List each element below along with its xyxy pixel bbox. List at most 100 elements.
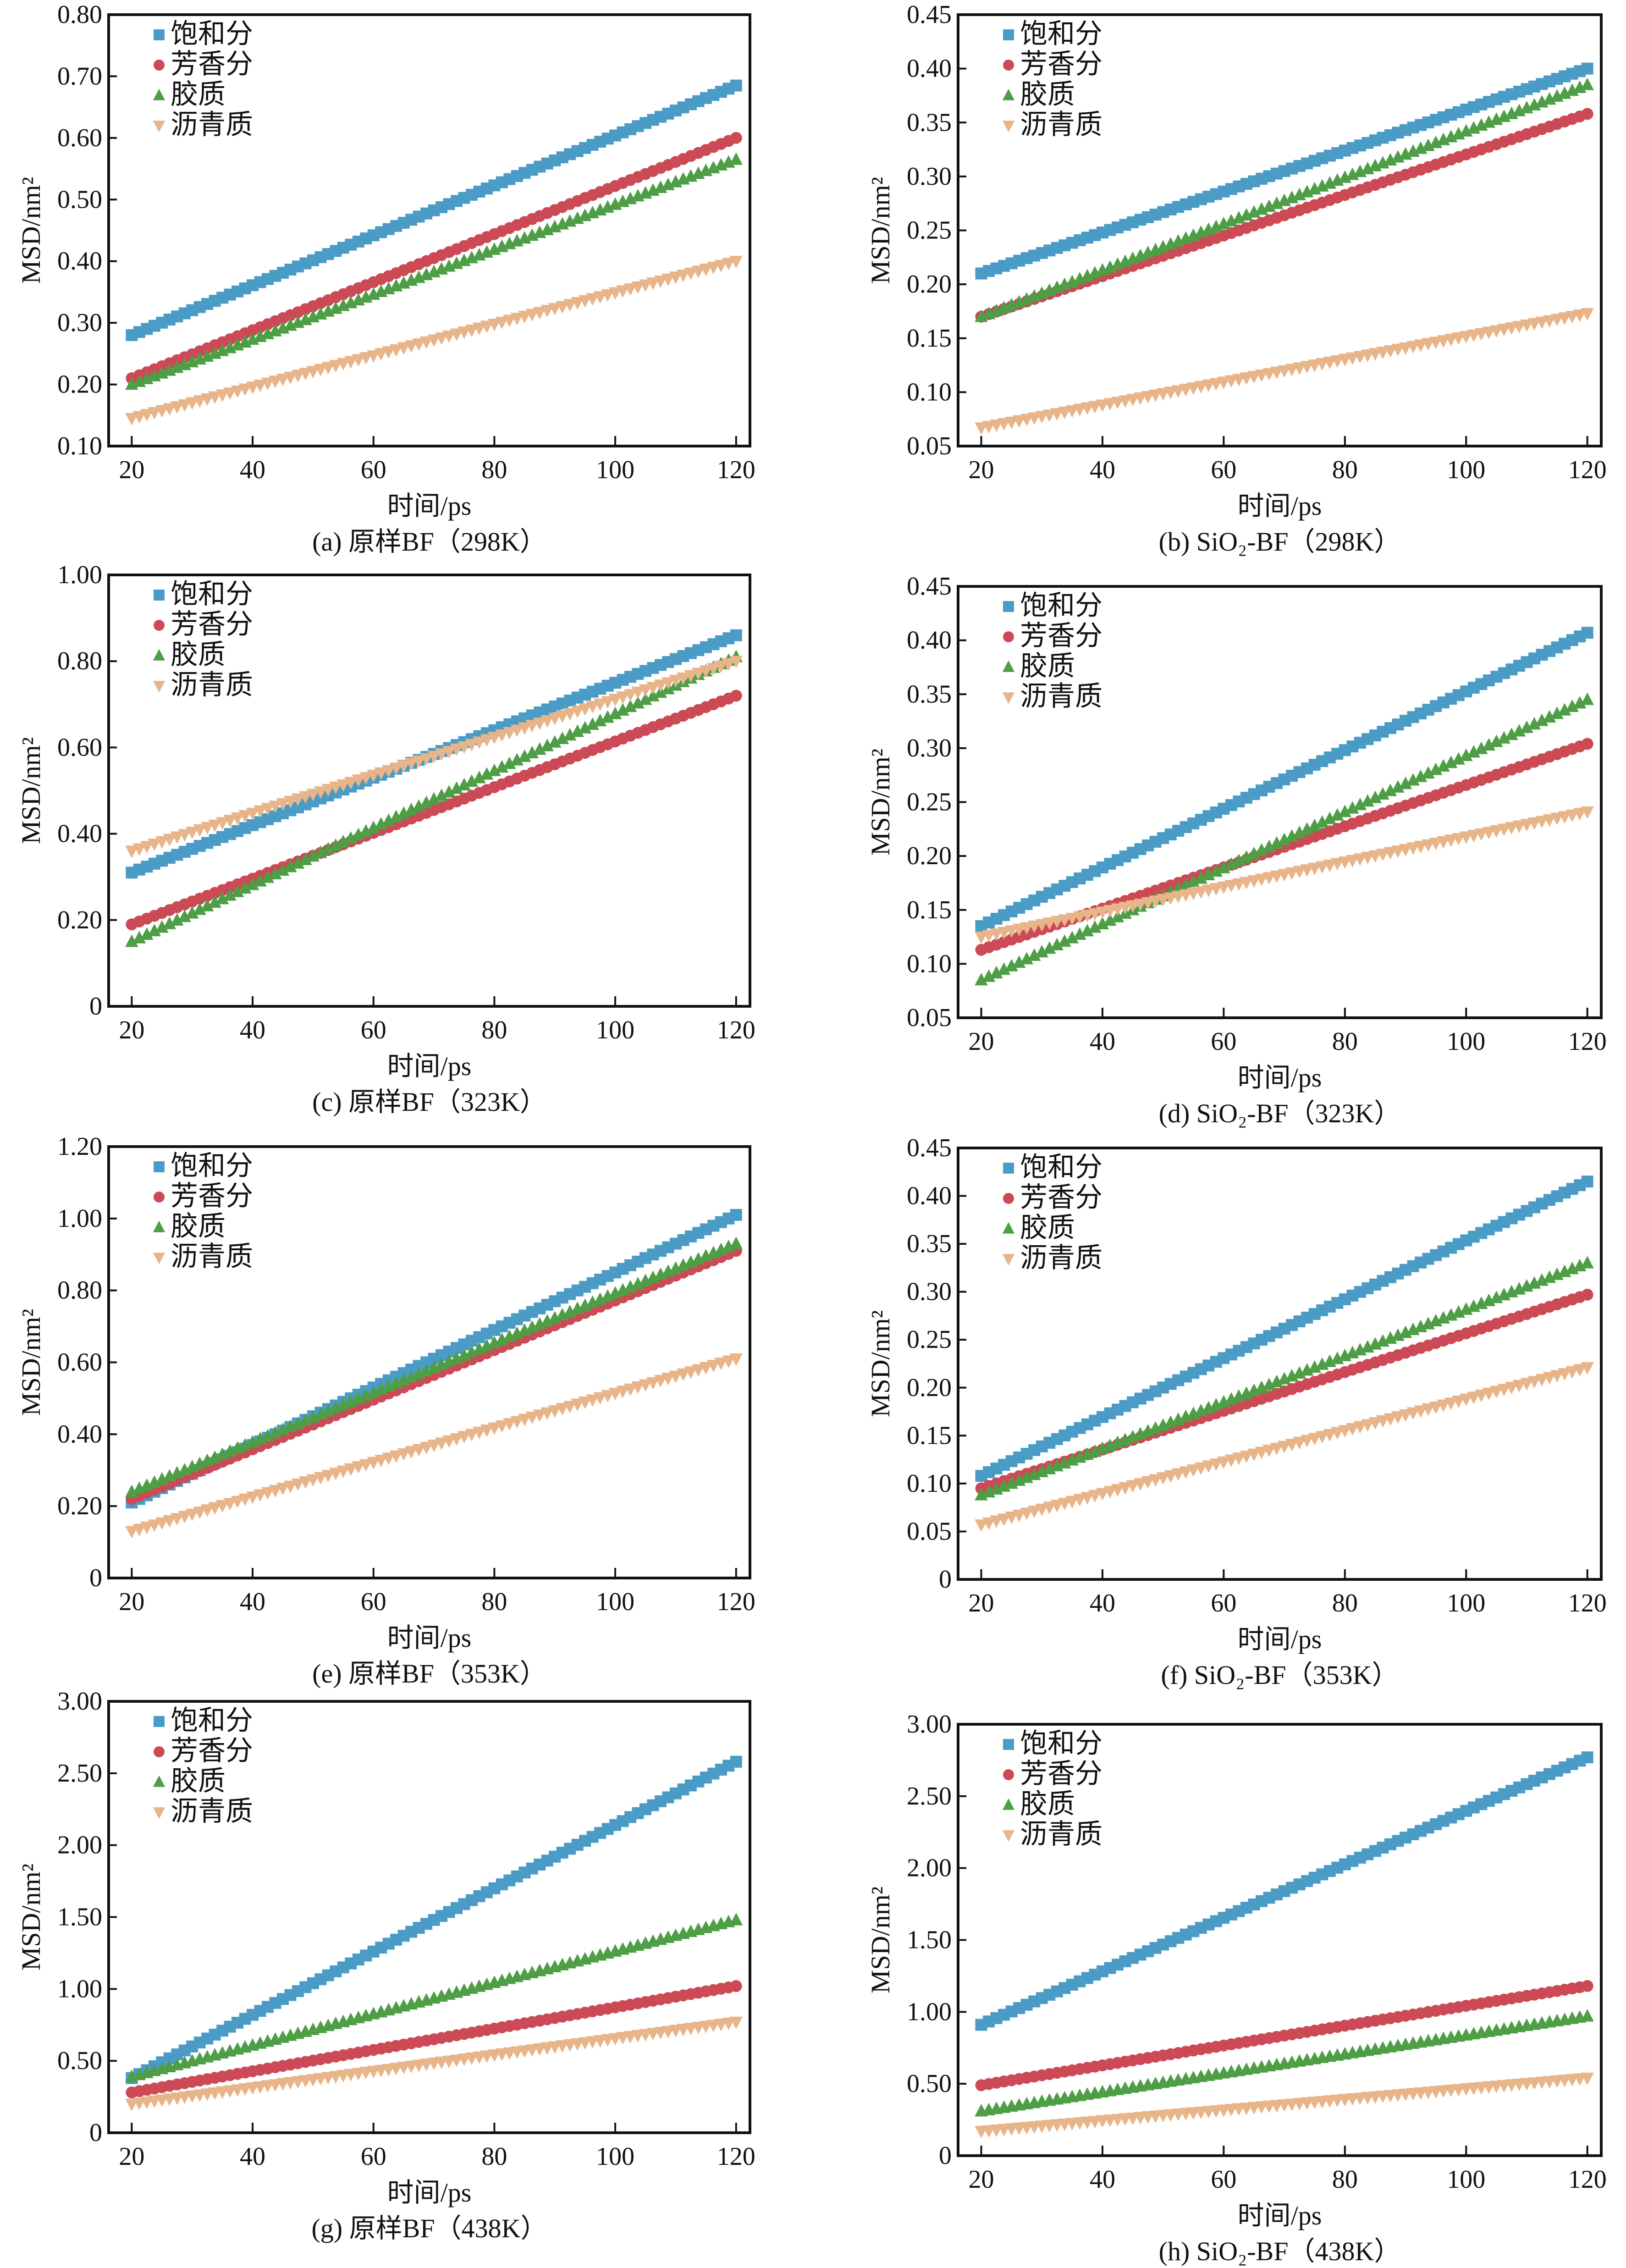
data-point: [215, 817, 229, 830]
data-point: [1482, 326, 1496, 339]
data-point: [631, 686, 645, 700]
data-point: [1088, 908, 1102, 921]
data-point: [314, 845, 327, 858]
data-point: [412, 338, 425, 351]
x-tick-label: 20: [119, 456, 144, 484]
data-point: [1171, 1468, 1185, 1481]
data-point: [533, 717, 546, 730]
data-point: [1262, 1445, 1276, 1457]
data-point: [1012, 415, 1026, 428]
data-point: [457, 778, 471, 790]
y-tick-label: 0.45: [907, 0, 952, 29]
data-point: [374, 817, 388, 830]
y-tick-label: 0: [89, 2119, 102, 2147]
data-point: [1042, 409, 1056, 422]
panel-b: 0.05 0.10 0.15 0.20 0.25 0.30 0.35 0.40 0.45 20 40…: [865, 0, 1607, 557]
legend-marker-icon: [153, 1775, 165, 1787]
data-point: [1042, 917, 1056, 930]
data-point: [344, 831, 358, 844]
data-point: [321, 842, 335, 855]
legend-marker-icon: [1002, 1254, 1015, 1266]
data-point: [1005, 959, 1018, 971]
data-point: [1300, 361, 1314, 374]
data-point: [722, 258, 735, 270]
legend-marker-icon: [154, 620, 165, 631]
data-point: [442, 330, 456, 343]
y-tick-label: 0.10: [907, 378, 952, 406]
data-point: [1293, 362, 1306, 375]
data-point: [1005, 1511, 1018, 1524]
y-tick-label: 0.50: [907, 2069, 952, 2098]
y-tick-label: 0.40: [57, 1420, 102, 1448]
x-axis-label: 时间/ps: [1238, 491, 1322, 521]
data-point: [540, 1407, 554, 1420]
legend-label: 饱和分: [1020, 590, 1102, 621]
data-point: [1353, 351, 1367, 364]
data-point: [578, 721, 592, 734]
y-tick-label: 0.40: [907, 626, 952, 655]
x-tick-label: 80: [481, 1016, 507, 1044]
data-point: [480, 734, 494, 747]
data-point: [435, 788, 448, 801]
legend-marker-icon: [154, 590, 165, 601]
data-point: [1361, 851, 1374, 865]
data-point: [692, 668, 705, 680]
data-point: [997, 418, 1011, 431]
data-point: [1058, 934, 1071, 947]
y-tick-label: 0.40: [907, 1182, 952, 1210]
x-tick-label: 100: [596, 456, 634, 484]
x-tick-label: 100: [1447, 1589, 1485, 1617]
data-point: [1164, 386, 1177, 399]
y-tick-label: 0.20: [907, 270, 952, 298]
data-point: [1315, 815, 1329, 828]
y-tick-label: 0.05: [907, 1517, 952, 1545]
data-point: [1391, 1411, 1405, 1424]
data-point: [1285, 867, 1299, 880]
data-point: [329, 781, 342, 795]
data-point: [1315, 1431, 1329, 1444]
x-axis-label: 时间/ps: [387, 1051, 472, 1081]
data-point: [374, 348, 388, 361]
data-point: [329, 360, 342, 373]
legend-label: 沥青质: [1020, 1243, 1102, 1273]
data-point: [578, 1396, 592, 1409]
data-point: [661, 1373, 675, 1385]
data-point: [990, 928, 1003, 941]
data-point: [1156, 1472, 1170, 1485]
data-point: [669, 1370, 683, 1383]
series-沥青质: [975, 2072, 1594, 2139]
y-tick-label: 3.00: [907, 1710, 952, 1738]
series-沥青质: [975, 308, 1594, 435]
legend-marker-icon: [153, 1253, 165, 1264]
data-point: [1452, 833, 1466, 846]
data-point: [571, 1398, 584, 1412]
data-point: [208, 391, 221, 404]
x-tick-label: 120: [1568, 1027, 1607, 1056]
data-point: [155, 1517, 169, 1530]
data-point: [1103, 1486, 1117, 1499]
data-point: [291, 856, 305, 869]
data-point: [1141, 391, 1155, 404]
data-point: [1361, 794, 1374, 807]
data-point: [1573, 309, 1587, 322]
x-tick-label: 20: [969, 456, 994, 484]
data-point: [1255, 843, 1268, 856]
data-point: [729, 1913, 743, 1926]
data-point: [238, 383, 252, 396]
data-point: [495, 760, 509, 773]
data-point: [276, 798, 290, 811]
data-point: [1217, 861, 1230, 873]
x-tick-label: 80: [481, 456, 507, 484]
data-point: [1224, 880, 1238, 893]
data-point: [1171, 891, 1185, 904]
data-point: [982, 969, 996, 982]
data-point: [571, 297, 584, 310]
data-point: [1156, 388, 1170, 401]
data-point: [1255, 1446, 1268, 1459]
data-point: [646, 1377, 660, 1390]
data-point: [1512, 820, 1526, 833]
data-point: [608, 1388, 622, 1401]
data-point: [1520, 819, 1533, 832]
x-tick-label: 60: [1211, 456, 1236, 484]
y-tick-label: 1.00: [907, 1998, 952, 2026]
